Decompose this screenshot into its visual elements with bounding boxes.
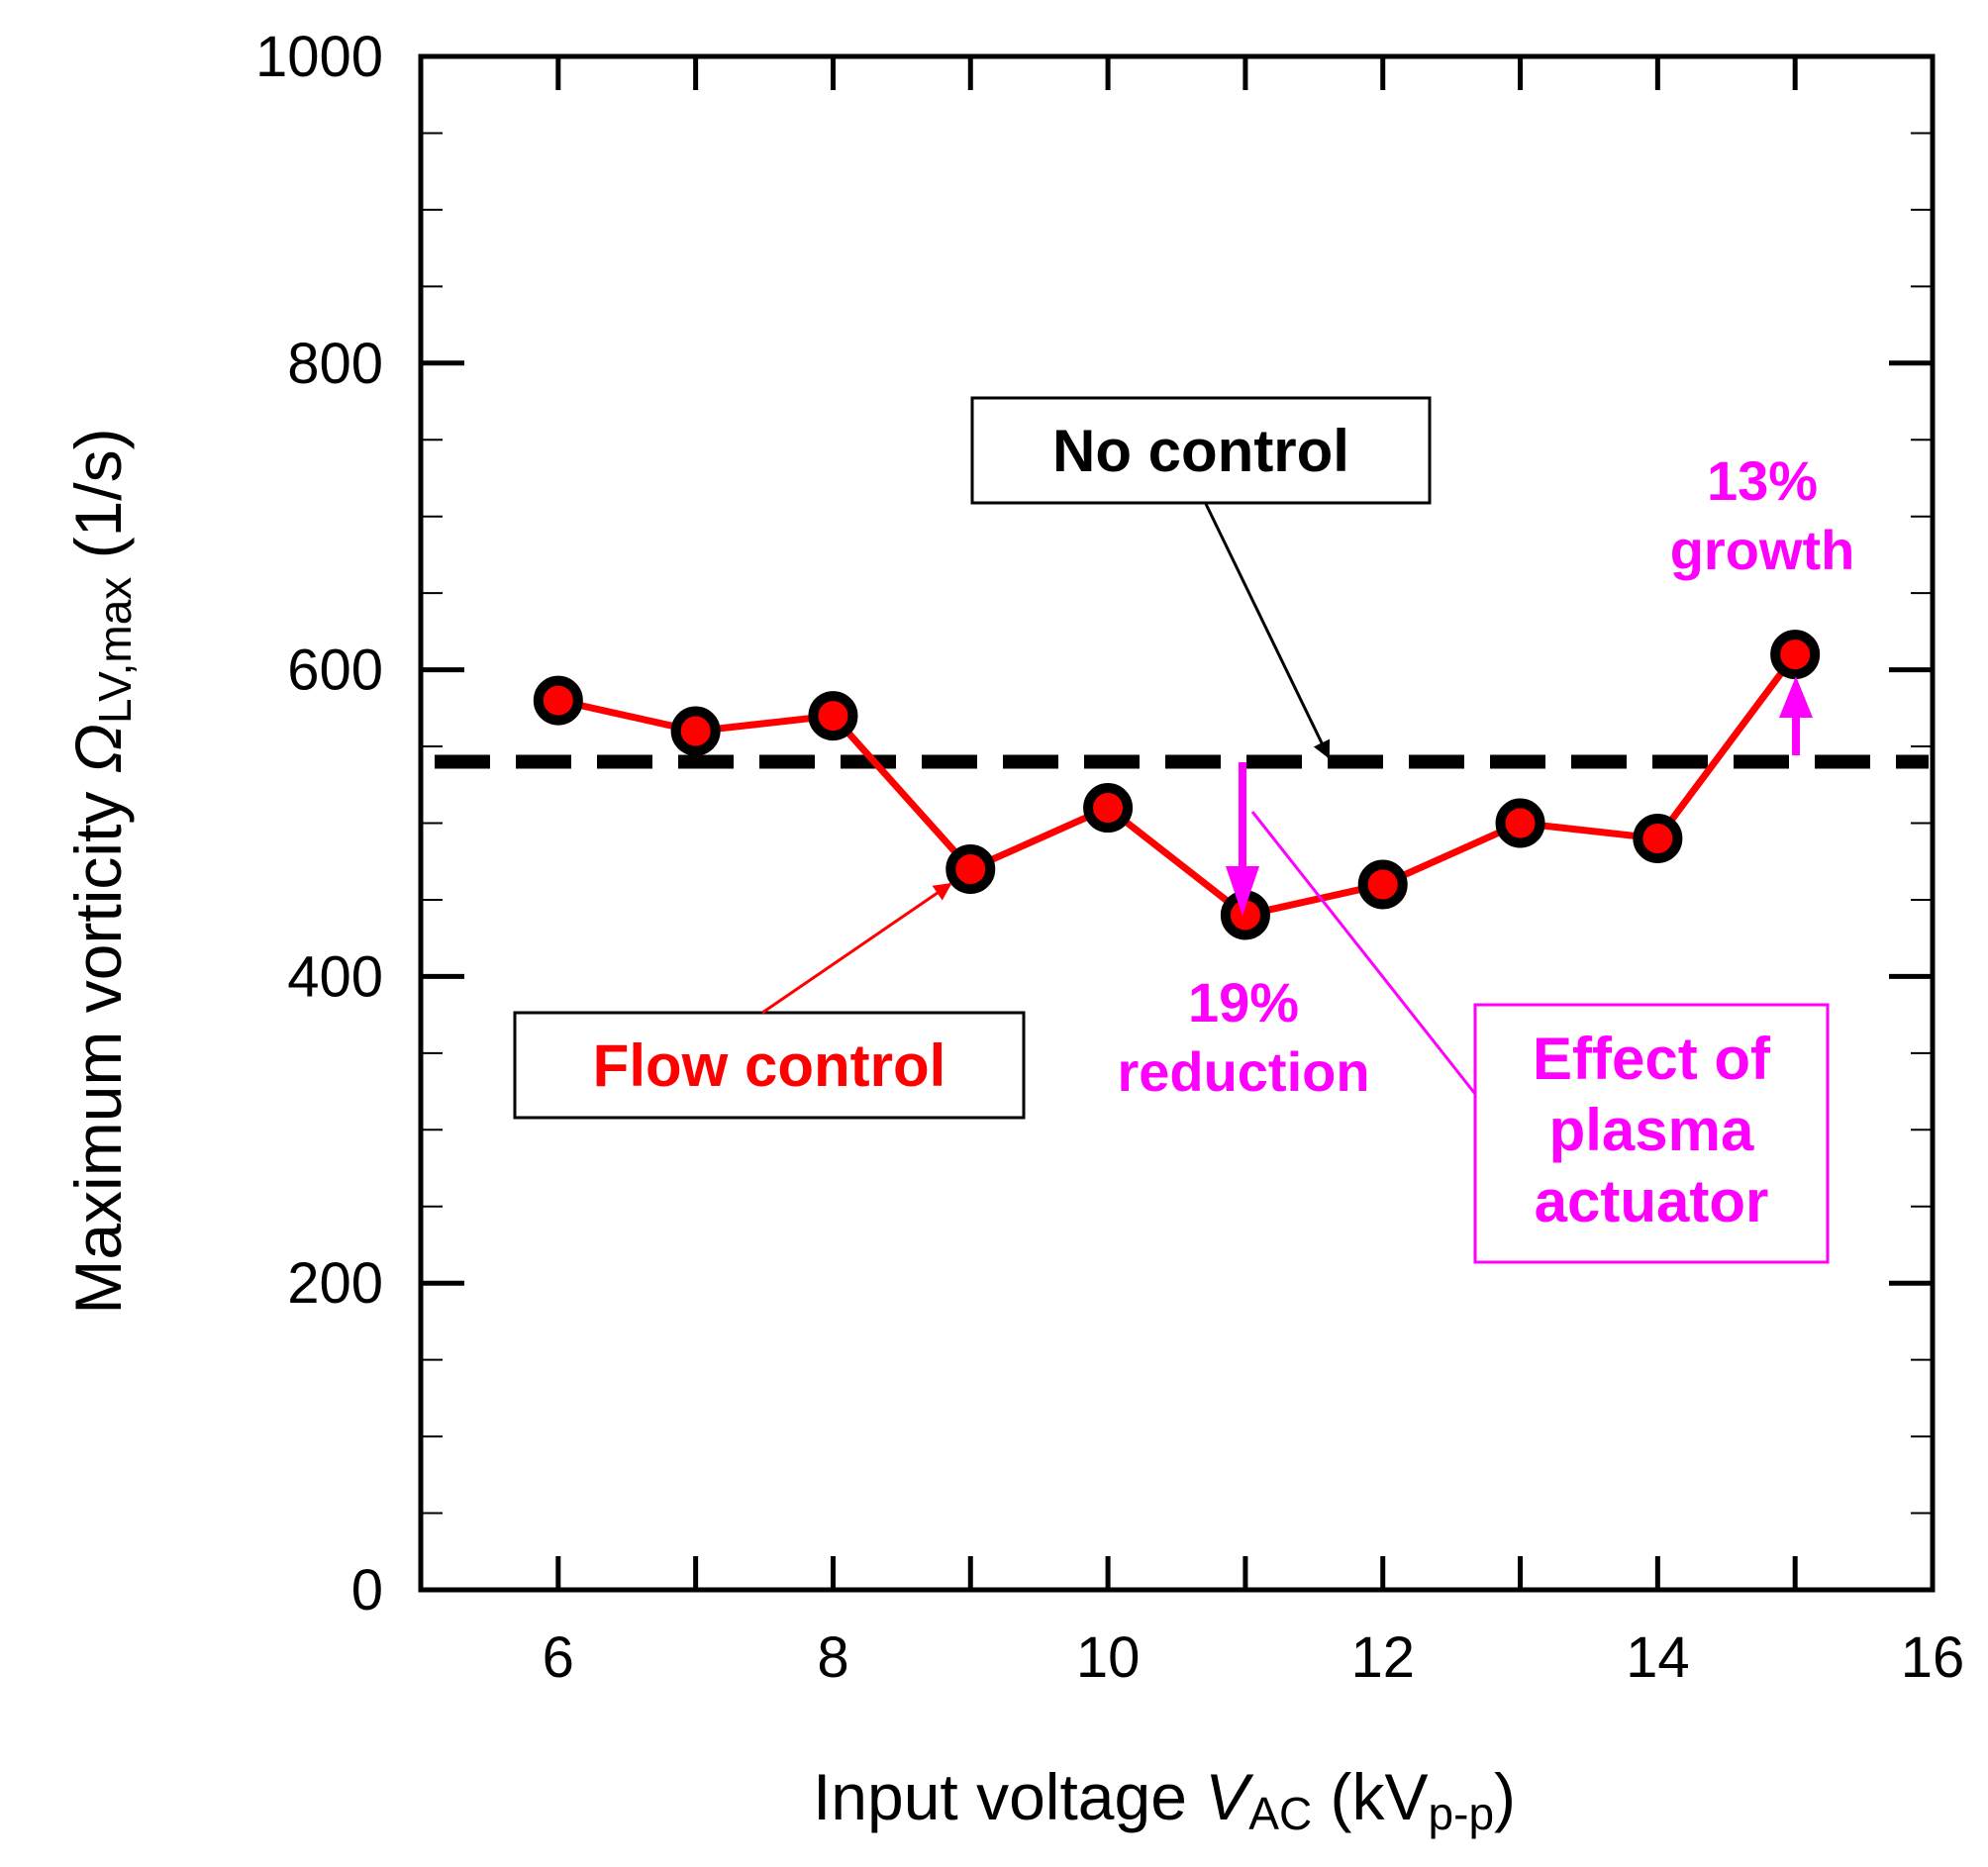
x-tick-label: 12 <box>1350 1625 1415 1690</box>
flow-control-point <box>1357 859 1408 910</box>
plot-frame <box>418 53 1936 1593</box>
x-axis-title-unit-sub: p-p <box>1429 1788 1494 1839</box>
reduction-arrow-head <box>1226 866 1259 916</box>
y-axis-title-sub: LV,max <box>89 577 141 724</box>
growth-arrow-head <box>1779 676 1813 718</box>
growth-word: growth <box>1670 519 1855 581</box>
flow-control-point <box>533 675 583 726</box>
y-tick-label: 1000 <box>255 25 383 89</box>
no-control-arrow <box>1204 503 1331 759</box>
no-control-label: No control <box>1052 418 1349 484</box>
y-axis-title-var: Ω <box>61 724 135 773</box>
flow-control-label: Flow control <box>593 1032 946 1099</box>
y-tick-label: 600 <box>287 639 383 703</box>
y-tick-labels: 0 200 400 600 800 1000 <box>255 25 383 1622</box>
x-tick-label: 8 <box>817 1625 848 1690</box>
no-control-box <box>970 396 1432 505</box>
effect-box <box>1473 1003 1830 1264</box>
growth-percent: 13% <box>1707 449 1818 512</box>
x-axis-title-close: ) <box>1494 1760 1516 1833</box>
x-axis-title-var: V <box>1205 1760 1254 1833</box>
x-tick-label: 14 <box>1626 1625 1690 1690</box>
y-tick-label: 400 <box>287 944 383 1009</box>
x-axis-title-prefix: Input voltage <box>813 1760 1205 1833</box>
flow-control-point <box>670 706 721 756</box>
flow-control-markers <box>533 630 1821 940</box>
y-tick-label: 200 <box>287 1251 383 1316</box>
x-tick-label: 6 <box>543 1625 574 1690</box>
flow-control-box <box>513 1011 1026 1120</box>
y-axis-title-prefix: Maximum vorticity <box>61 773 135 1314</box>
effect-line-1: Effect of <box>1533 1026 1771 1092</box>
flow-control-point <box>1495 798 1545 848</box>
x-axis-title-unit: (kV <box>1312 1760 1428 1833</box>
x-axis-title: Input voltage VAC (kVp-p) <box>813 1760 1516 1839</box>
axis-ticks <box>421 56 1933 1590</box>
flow-control-point <box>1770 630 1821 680</box>
x-tick-label: 10 <box>1076 1625 1141 1690</box>
reduction-word: reduction <box>1117 1040 1369 1103</box>
y-tick-label: 800 <box>287 332 383 396</box>
x-tick-label: 16 <box>1901 1625 1965 1690</box>
y-tick-label: 0 <box>351 1558 383 1622</box>
effect-line-2: plasma <box>1549 1097 1754 1163</box>
effect-line-3: actuator <box>1535 1168 1769 1234</box>
x-axis-title-sub: AC <box>1248 1788 1312 1839</box>
flow-control-line <box>557 652 1798 919</box>
flow-control-point <box>1633 813 1683 863</box>
flow-control-point <box>1083 783 1134 834</box>
flow-control-point <box>945 843 996 894</box>
flow-control-point <box>808 691 858 741</box>
effect-arrow <box>1250 811 1477 1095</box>
y-axis-title: Maximum vorticity ΩLV,max (1/s) <box>61 428 141 1314</box>
x-tick-labels: 6 8 10 12 14 16 <box>543 1625 1965 1690</box>
reduction-percent: 19% <box>1188 971 1299 1033</box>
flow-control-arrow <box>761 882 952 1015</box>
y-axis-title-unit: (1/s) <box>61 428 135 576</box>
